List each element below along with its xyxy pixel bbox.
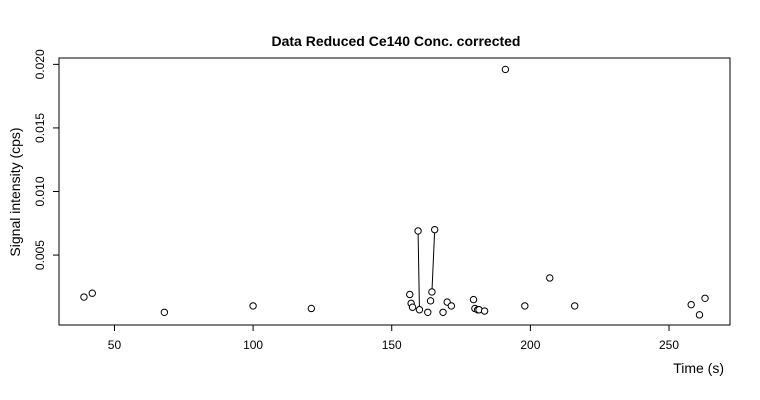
y-tick-label: 0.020 (33, 49, 47, 79)
data-point (439, 308, 447, 316)
data-points (80, 65, 709, 319)
y-tick-label: 0.005 (33, 240, 47, 270)
y-tick-label: 0.010 (33, 176, 47, 206)
y-axis: 0.005 0.010 0.015 0.020 (33, 49, 59, 270)
x-tick-label: 100 (243, 338, 263, 352)
connector-line (431, 229, 436, 292)
data-point (414, 227, 422, 235)
x-tick-label: 150 (382, 338, 402, 352)
data-point (408, 303, 417, 311)
connector-line (417, 230, 420, 310)
data-point (426, 297, 435, 305)
data-point (546, 274, 554, 282)
connector-lines (417, 229, 436, 310)
data-point (307, 304, 316, 313)
data-point (501, 65, 510, 74)
data-point (406, 290, 414, 299)
data-point (469, 295, 478, 304)
data-point (88, 289, 96, 297)
data-point (160, 308, 169, 316)
data-point (80, 293, 88, 301)
x-tick-label: 250 (659, 338, 679, 352)
x-axis-label: Time (s) (673, 360, 724, 376)
data-point (521, 302, 529, 310)
data-point (480, 307, 489, 315)
data-point (431, 225, 439, 234)
data-point (447, 302, 456, 310)
data-point (687, 300, 695, 309)
data-point (415, 306, 424, 314)
x-tick-label: 50 (108, 338, 122, 352)
data-point (249, 302, 257, 310)
data-point (424, 308, 432, 316)
data-point (701, 294, 709, 302)
data-point (695, 311, 704, 319)
y-tick-label: 0.015 (33, 113, 47, 143)
data-point (428, 288, 436, 296)
x-tick-label: 200 (520, 338, 540, 352)
data-point (571, 302, 579, 310)
x-axis: 50 100 150 200 250 (108, 325, 679, 352)
chart-title: Data Reduced Ce140 Conc. corrected (272, 33, 521, 49)
y-axis-label: Signal intensity (cps) (7, 127, 23, 256)
